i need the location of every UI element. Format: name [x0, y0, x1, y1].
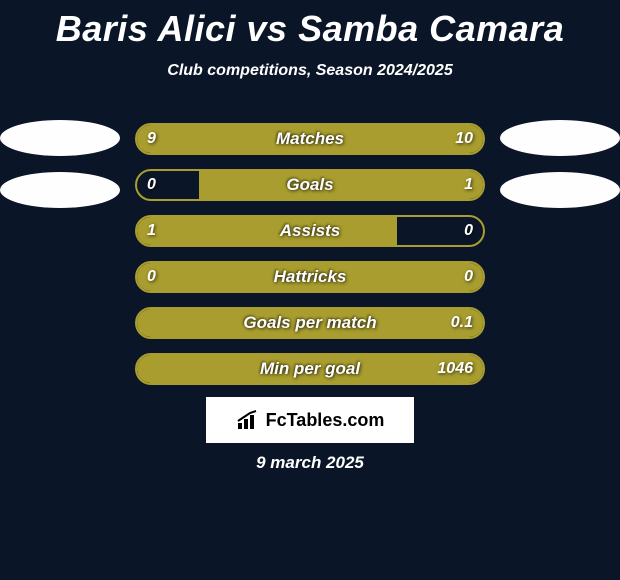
stat-value-left: 0 [147, 176, 156, 194]
player-left-ellipse-2 [0, 172, 120, 208]
stat-value-left: 9 [147, 130, 156, 148]
stat-value-left: 1 [147, 222, 156, 240]
stat-value-right: 0 [464, 222, 473, 240]
stat-bar-row: 0 Hattricks 0 [135, 261, 485, 293]
page-title: Baris Alici vs Samba Camara [0, 0, 620, 50]
subtitle: Club competitions, Season 2024/2025 [0, 62, 620, 80]
stat-bar-row: 9 Matches 10 [135, 123, 485, 155]
chart-icon [236, 409, 260, 431]
bar-fill-right [199, 171, 483, 199]
date-text: 9 march 2025 [256, 453, 364, 473]
stat-bar-row: Goals per match 0.1 [135, 307, 485, 339]
stat-value-right: 0 [464, 268, 473, 286]
stat-label: Goals per match [243, 313, 376, 333]
stat-value-right: 0.1 [451, 314, 473, 332]
stat-bar-row: 1 Assists 0 [135, 215, 485, 247]
stat-bar-row: 0 Goals 1 [135, 169, 485, 201]
stat-label: Hattricks [274, 267, 347, 287]
player-right-ellipse [500, 120, 620, 156]
stat-label: Assists [280, 221, 340, 241]
player-left-ellipse [0, 120, 120, 156]
logo-text: FcTables.com [266, 410, 385, 431]
stat-label: Goals [286, 175, 333, 195]
player-right-ellipse-2 [500, 172, 620, 208]
stat-value-right: 1046 [437, 360, 473, 378]
stat-label: Min per goal [260, 359, 360, 379]
stats-bars-container: 9 Matches 10 0 Goals 1 1 Assists 0 0 Hattricks 0 Goa… [135, 123, 485, 399]
stat-bar-row: Min per goal 1046 [135, 353, 485, 385]
stat-value-right: 10 [455, 130, 473, 148]
fctables-logo: FcTables.com [206, 397, 414, 443]
stat-value-left: 0 [147, 268, 156, 286]
stat-value-right: 1 [464, 176, 473, 194]
bar-fill-left [137, 217, 397, 245]
stat-label: Matches [276, 129, 344, 149]
